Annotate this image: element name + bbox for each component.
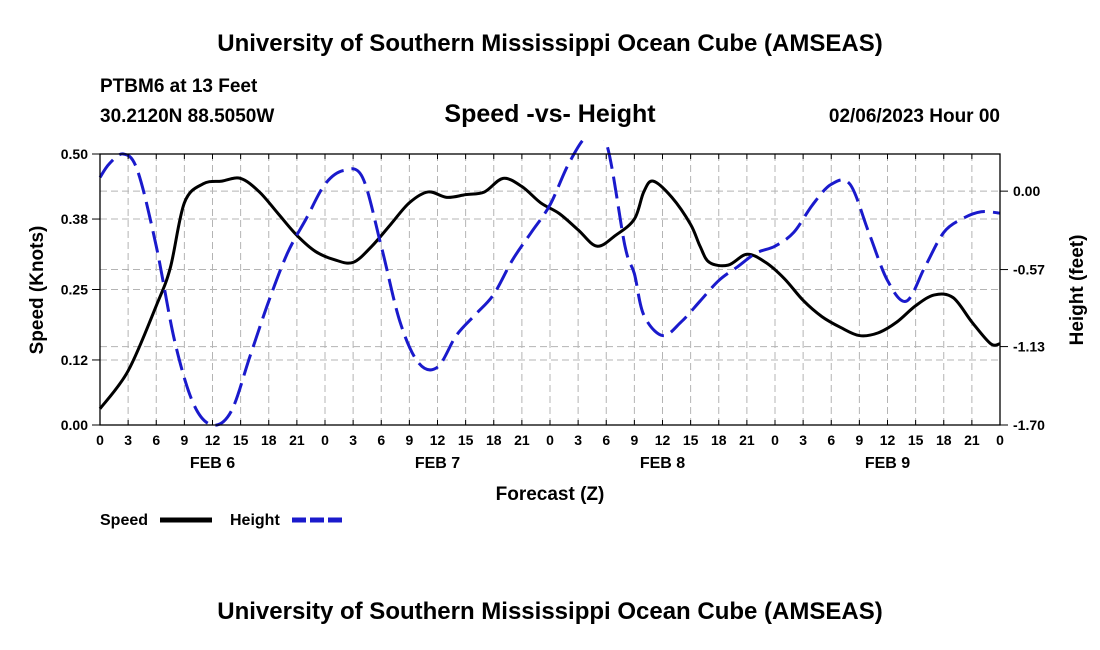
legend: Speed Height: [100, 512, 342, 529]
legend-height-label: Height: [230, 512, 280, 529]
x-tick-label: 12: [655, 432, 671, 448]
y-tick-label-left: 0.38: [61, 211, 88, 227]
x-tick-label: 9: [405, 432, 413, 448]
x-tick-label: 18: [486, 432, 502, 448]
day-label: FEB 9: [865, 455, 910, 472]
x-tick-label: 21: [739, 432, 755, 448]
x-tick-label: 15: [683, 432, 699, 448]
y-tick-label-right: -1.13: [1013, 339, 1045, 355]
legend-speed-label: Speed: [100, 512, 148, 529]
day-label: FEB 8: [640, 455, 685, 472]
x-tick-label: 0: [996, 432, 1004, 448]
chart-subtitle: Speed -vs- Height: [444, 100, 656, 128]
x-tick-label: 15: [458, 432, 474, 448]
x-tick-label: 9: [180, 432, 188, 448]
x-tick-label: 15: [908, 432, 924, 448]
x-tick-label: 3: [574, 432, 582, 448]
x-tick-label: 21: [289, 432, 305, 448]
x-tick-label: 0: [546, 432, 554, 448]
chart: 0 3 6 9 12 15 18 21 0 3 6 9 12 15 18 21 0 3 6 9 12 15 18 21 0 3 6 9…: [27, 140, 1088, 529]
x-tick-label: 21: [964, 432, 980, 448]
x-tick-label: 12: [880, 432, 896, 448]
speed-series-line: [98, 176, 1001, 410]
x-tick-label: 3: [799, 432, 807, 448]
y-tick-label-right: 0.00: [1013, 183, 1040, 199]
y-tick-label-left: 0.12: [61, 352, 88, 368]
y-axis-label-right: Height (feet): [1067, 235, 1088, 346]
y-tick-label-right: -1.70: [1013, 417, 1045, 433]
x-tick-label: 0: [96, 432, 104, 448]
footer-title: University of Southern Mississippi Ocean…: [217, 598, 883, 625]
x-tick-label: 0: [771, 432, 779, 448]
x-tick-label: 18: [261, 432, 277, 448]
chart-title: University of Southern Mississippi Ocean…: [217, 30, 883, 57]
coords-label: 30.2120N 88.5050W: [100, 106, 275, 127]
x-tick-label: 12: [205, 432, 221, 448]
y-tick-label-right: -0.57: [1013, 262, 1045, 278]
x-tick-label: 3: [349, 432, 357, 448]
x-tick-label: 6: [152, 432, 160, 448]
x-tick-label: 18: [711, 432, 727, 448]
x-tick-label: 12: [430, 432, 446, 448]
x-tick-label: 21: [514, 432, 530, 448]
x-tick-label: 6: [602, 432, 610, 448]
station-label: PTBM6 at 13 Feet: [100, 76, 258, 97]
x-tick-label: 6: [377, 432, 385, 448]
x-tick-label: 15: [233, 432, 249, 448]
x-tick-label: 9: [855, 432, 863, 448]
x-axis-label: Forecast (Z): [496, 484, 605, 505]
forecast-date: 02/06/2023 Hour 00: [828, 106, 1000, 127]
day-label: FEB 7: [415, 455, 460, 472]
day-label: FEB 6: [190, 455, 235, 472]
x-tick-label: 3: [124, 432, 132, 448]
height-series-line: [98, 140, 1001, 427]
y-tick-label-left: 0.00: [61, 417, 88, 433]
y-tick-label-left: 0.50: [61, 146, 88, 162]
y-tick-label-left: 0.25: [61, 282, 88, 298]
x-tick-label: 6: [827, 432, 835, 448]
y-axis-label-left: Speed (Knots): [27, 226, 48, 355]
x-tick-label: 9: [630, 432, 638, 448]
x-tick-label: 0: [321, 432, 329, 448]
x-tick-label: 18: [936, 432, 952, 448]
